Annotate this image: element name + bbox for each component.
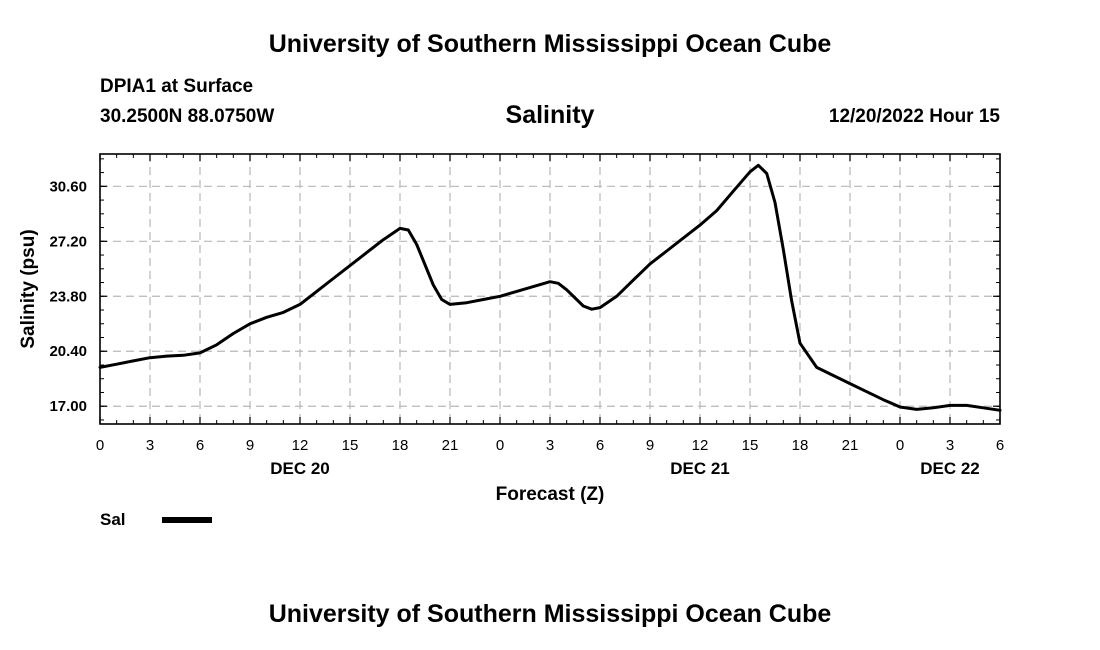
chart-title: Salinity [505, 101, 595, 129]
x-tick-label: 9 [246, 437, 254, 454]
plot-frame [99, 153, 1001, 425]
x-axis-title: Forecast (Z) [496, 484, 605, 505]
x-tick-label: 6 [596, 437, 604, 454]
x-tick-label: 3 [546, 437, 554, 454]
forecast-datetime: 12/20/2022 Hour 15 [828, 106, 1000, 127]
y-tick-labels: 17.00 20.40 23.80 27.20 30.60 [49, 178, 87, 415]
x-tick-label: 12 [292, 437, 309, 454]
date-label: DEC 22 [920, 459, 980, 478]
station-coordinates: 30.2500N 88.0750W [100, 106, 275, 127]
legend-swatch [162, 517, 212, 523]
x-tick-label: 15 [742, 437, 759, 454]
x-tick-label: 21 [442, 437, 459, 454]
x-tick-label: 6 [196, 437, 204, 454]
x-tick-label: 15 [342, 437, 359, 454]
legend-label: Sal [100, 510, 126, 529]
top-title: University of Southern Mississippi Ocean… [268, 30, 832, 58]
x-tick-label: 0 [96, 437, 104, 454]
y-tick-label: 20.40 [49, 343, 87, 360]
x-tick-labels: 0 3 6 9 12 15 18 21 0 3 6 9 12 15 18 21 0 3 6 [96, 437, 1004, 454]
y-tick-label: 17.00 [49, 398, 87, 415]
x-tick-label: 18 [392, 437, 409, 454]
date-labels: DEC 20 DEC 21 DEC 22 [270, 459, 980, 478]
x-tick-label: 0 [896, 437, 904, 454]
series-layer [98, 163, 1002, 412]
y-tick-label: 27.20 [49, 233, 87, 250]
x-tick-label: 21 [842, 437, 859, 454]
x-tick-label: 12 [692, 437, 709, 454]
x-tick-label: 6 [996, 437, 1004, 454]
grid-lines [100, 154, 1000, 424]
bottom-title: University of Southern Mississippi Ocean… [268, 600, 832, 628]
y-tick-label: 30.60 [49, 178, 87, 195]
x-tick-label: 3 [146, 437, 154, 454]
date-label: DEC 20 [270, 459, 330, 478]
salinity-line [98, 163, 1002, 412]
x-tick-label: 3 [946, 437, 954, 454]
y-tick-label: 23.80 [49, 288, 87, 305]
station-label: DPIA1 at Surface [100, 76, 254, 97]
date-label: DEC 21 [670, 459, 730, 478]
y-axis-title: Salinity (psu) [18, 229, 39, 348]
x-tick-label: 0 [496, 437, 504, 454]
x-tick-label: 9 [646, 437, 654, 454]
x-tick-label: 18 [792, 437, 809, 454]
